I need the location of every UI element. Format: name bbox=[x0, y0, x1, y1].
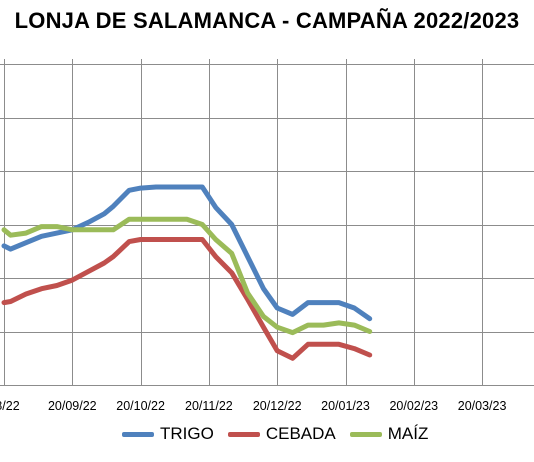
x-tick-label: 20/11/22 bbox=[185, 399, 233, 413]
legend-label-cebada: CEBADA bbox=[265, 424, 336, 443]
x-tick-label: 20/03/23 bbox=[458, 399, 507, 413]
x-tick-label: 20/09/22 bbox=[48, 399, 97, 413]
legend-label-trigo: TRIGO bbox=[160, 424, 214, 443]
legend-swatch-maiz bbox=[349, 431, 382, 437]
legend-swatch-cebada bbox=[227, 431, 260, 437]
x-tick-label: 20/02/23 bbox=[389, 399, 438, 413]
x-tick-label: 08/22 bbox=[0, 399, 20, 413]
series-lines bbox=[1, 184, 373, 361]
series-line-trigo bbox=[1, 184, 373, 322]
chart-title: LONJA DE SALAMANCA - CAMPAÑA 2022/2023 bbox=[14, 8, 520, 33]
x-tick-label: 20/01/23 bbox=[321, 399, 370, 413]
x-axis-tick-labels: 08/22 20/09/22 20/10/22 20/11/22 20/12/22 20/… bbox=[0, 399, 506, 413]
legend-item-trigo: TRIGO bbox=[122, 424, 214, 444]
legend-swatch-trigo bbox=[122, 431, 154, 437]
legend: TRIGO CEBADA MAÍZ bbox=[122, 424, 442, 444]
legend-label-maiz: MAÍZ bbox=[387, 424, 429, 443]
series-line-cebada bbox=[1, 237, 373, 361]
x-tick-label: 20/12/22 bbox=[253, 399, 302, 413]
legend-item-cebada: CEBADA bbox=[227, 424, 336, 444]
legend-item-maiz: MAÍZ bbox=[349, 424, 429, 444]
x-tick-label: 20/10/22 bbox=[116, 399, 165, 413]
series-line-maz bbox=[1, 216, 373, 336]
